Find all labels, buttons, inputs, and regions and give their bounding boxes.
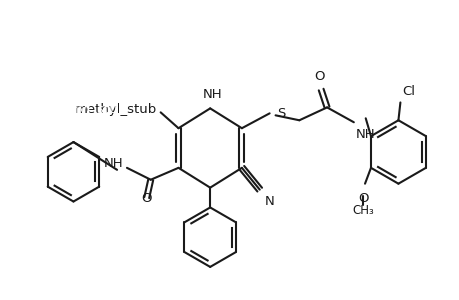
- Text: O: O: [357, 192, 368, 205]
- Text: NH: NH: [355, 128, 375, 141]
- Text: N: N: [264, 195, 274, 208]
- Text: methyl_stub: methyl_stub: [45, 103, 127, 116]
- Text: O: O: [313, 70, 324, 83]
- Text: O: O: [141, 193, 151, 206]
- Text: methyl_stub: methyl_stub: [74, 103, 157, 116]
- Text: Cl: Cl: [402, 85, 414, 98]
- Text: S: S: [277, 107, 285, 120]
- Text: CH₃: CH₃: [352, 203, 373, 217]
- Text: NH: NH: [202, 88, 222, 101]
- Text: NH: NH: [103, 158, 123, 170]
